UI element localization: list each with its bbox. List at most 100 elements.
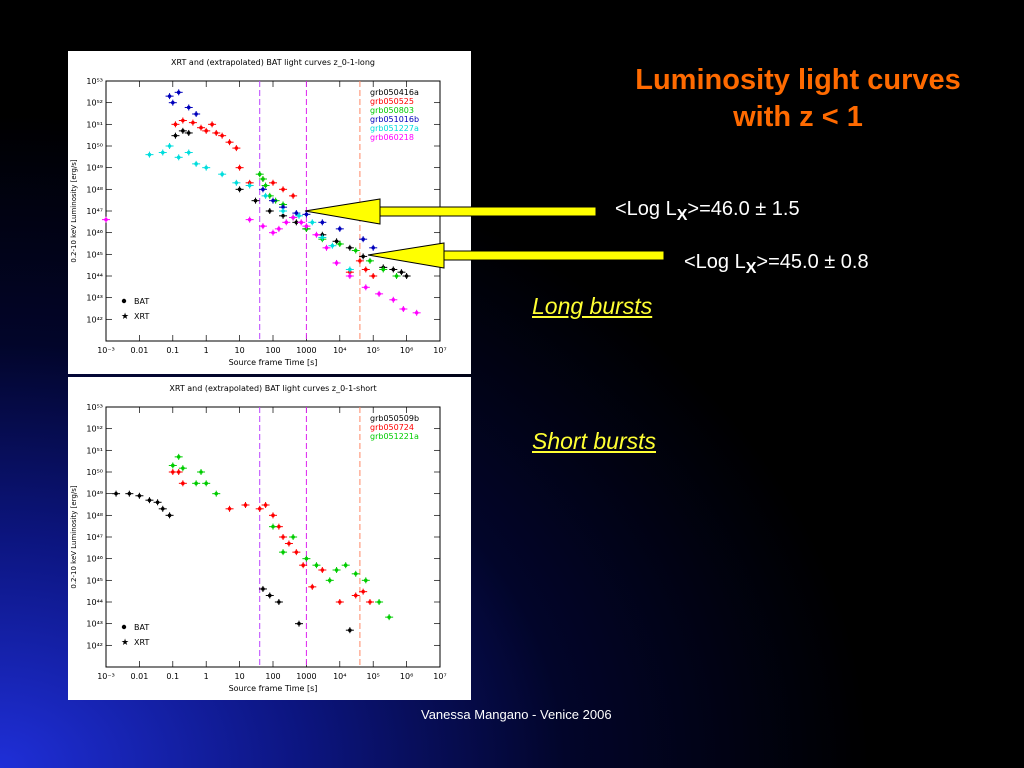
long-x-tick-label: 10⁵: [367, 346, 380, 355]
short-y-tick-label: 10⁴⁶: [86, 555, 103, 564]
data-point: [377, 600, 381, 604]
data-point: [186, 150, 191, 155]
data-point: [210, 122, 214, 127]
short-y-axis-label: 0.2-10 keV Luminosity [erg/s]: [70, 485, 78, 589]
footer-credit: Vanessa Mangano - Venice 2006: [421, 707, 612, 722]
short-x-tick-label: 10⁶: [400, 672, 413, 681]
data-point: [363, 267, 368, 272]
data-point: [257, 507, 262, 511]
data-point: [334, 568, 339, 572]
stat-long-sub: X: [676, 207, 688, 224]
data-point: [247, 217, 252, 222]
long-y-tick-label: 10⁴⁸: [86, 185, 103, 194]
data-point: [176, 90, 181, 95]
data-point: [214, 491, 219, 496]
short-x-tick-label: 10⁴: [333, 672, 346, 681]
data-point: [281, 214, 285, 218]
short-y-tick-label: 10⁵³: [86, 403, 103, 412]
short-x-axis-label: Source frame Time [s]: [229, 684, 318, 693]
data-point: [263, 503, 268, 507]
data-point: [204, 165, 208, 170]
data-point: [348, 267, 352, 272]
data-point: [314, 563, 319, 567]
data-point: [253, 198, 258, 203]
data-point: [234, 146, 239, 150]
data-point: [324, 246, 329, 250]
data-point: [263, 183, 268, 188]
short-x-tick-label: 10: [235, 672, 245, 681]
data-point: [263, 194, 268, 198]
data-point: [387, 615, 391, 619]
data-point: [199, 125, 203, 130]
data-point: [155, 500, 160, 505]
short-x-tick-label: 10⁷: [433, 672, 446, 681]
data-point: [353, 572, 358, 576]
data-point: [338, 227, 342, 231]
long-legend-grb060218: grb060218: [370, 133, 414, 142]
long-luminosity-stat: <Log LX>=46.0 ± 1.5: [615, 198, 800, 225]
data-point: [176, 155, 181, 160]
short-x-tick-label: 1: [204, 672, 209, 681]
data-point: [361, 254, 365, 259]
data-point: [160, 150, 165, 155]
short-legend-xrt: XRT: [134, 638, 149, 647]
data-point: [261, 177, 265, 181]
short-legend-grb050509b: grb050509b: [370, 414, 419, 423]
data-point: [297, 214, 301, 218]
short-y-tick-label: 10⁵⁰: [86, 468, 103, 477]
long-series-grb050416a: [171, 127, 411, 279]
data-point: [271, 524, 275, 529]
long-y-tick-label: 10⁴⁹: [86, 164, 103, 173]
data-point: [167, 144, 172, 148]
data-point: [294, 220, 299, 225]
short-bursts-label[interactable]: Short bursts: [532, 428, 656, 454]
data-point: [271, 181, 275, 185]
data-point: [160, 507, 165, 511]
short-y-tick-label: 10⁴⁸: [86, 511, 103, 520]
long-x-tick-label: 10⁶: [400, 346, 413, 355]
long-legend-bat-marker: [121, 298, 127, 304]
title-line-2: with z < 1: [733, 101, 863, 133]
data-point: [334, 261, 339, 265]
long-bursts-label[interactable]: Long bursts: [532, 293, 653, 319]
data-point: [358, 259, 362, 263]
long-y-tick-label: 10⁴⁷: [86, 207, 103, 216]
short-x-tick-label: 0.01: [130, 672, 148, 681]
long-x-tick-label: 1000: [296, 346, 316, 355]
data-point: [204, 481, 208, 486]
short-bursts-plot: XRT and (extrapolated) BAT light curves …: [68, 377, 471, 700]
short-legend-xrt-marker: ★: [121, 638, 129, 648]
data-point: [227, 140, 232, 144]
long-legend-grb050416a: grb050416a: [370, 88, 419, 97]
short-series-grb050724: [168, 469, 374, 605]
long-y-tick-label: 10⁴⁵: [86, 250, 103, 259]
data-point: [310, 585, 315, 589]
short-bursts-chart: XRT and (extrapolated) BAT light curves …: [70, 384, 447, 693]
data-point: [261, 224, 265, 228]
data-point: [399, 270, 404, 274]
data-point: [353, 248, 358, 253]
data-point: [304, 556, 309, 561]
data-point: [371, 274, 376, 278]
data-point: [320, 568, 325, 572]
data-point: [368, 259, 372, 263]
arrow-short-icon: [367, 242, 665, 269]
data-point: [267, 593, 272, 598]
short-y-tick-label: 10⁵¹: [86, 446, 103, 455]
data-point: [377, 292, 381, 296]
long-x-tick-label: 10⁷: [433, 346, 446, 355]
data-point: [104, 217, 108, 222]
short-y-tick-label: 10⁴⁴: [86, 598, 103, 607]
data-point: [281, 550, 285, 554]
data-point: [261, 187, 265, 192]
long-legend-grb050803: grb050803: [370, 106, 414, 115]
title-line-1: Luminosity light curves: [635, 64, 961, 96]
data-point: [204, 129, 208, 133]
long-legend-xrt-marker: ★: [121, 312, 129, 322]
long-legend-bat: BAT: [134, 297, 149, 306]
data-point: [237, 187, 242, 192]
long-legend-grb050525: grb050525: [370, 97, 414, 106]
stat-long-value: >=46.0 ± 1.5: [687, 198, 800, 220]
data-point: [271, 230, 275, 235]
data-point: [181, 118, 185, 123]
